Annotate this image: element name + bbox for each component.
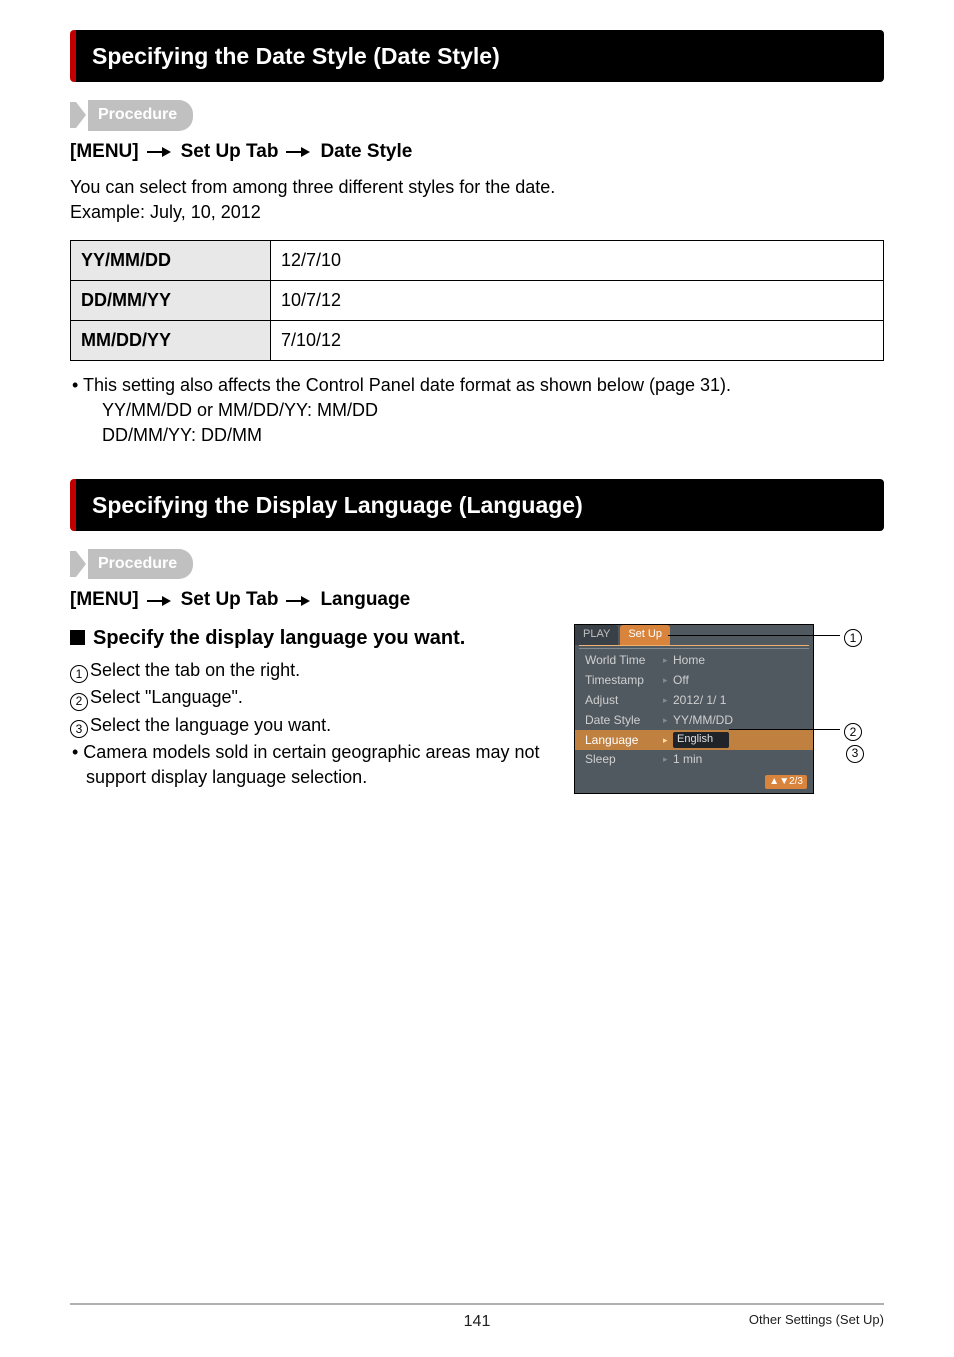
table-row: YY/MM/DD 12/7/10 <box>71 240 884 280</box>
table-value: 10/7/12 <box>271 280 884 320</box>
page-footer: 141 Other Settings (Set Up) <box>70 1303 884 1329</box>
arrow-icon <box>286 146 312 158</box>
menu-footer: ▲▼2/3 <box>575 772 813 793</box>
table-row: DD/MM/YY 10/7/12 <box>71 280 884 320</box>
square-bullet-icon <box>70 630 85 645</box>
menu-row-worldtime: World Time▸Home <box>575 651 813 671</box>
breadcrumb-setup: Set Up Tab <box>181 139 279 166</box>
breadcrumb-language: [MENU] Set Up Tab Language <box>70 587 884 614</box>
intro-para: You can select from among three differen… <box>70 175 884 225</box>
table-format: MM/DD/YY <box>71 320 271 360</box>
menu-row-sleep: Sleep▸1 min <box>575 750 813 770</box>
procedure-label-2: Procedure <box>70 549 884 579</box>
breadcrumb-date-style: [MENU] Set Up Tab Date Style <box>70 139 884 166</box>
callout-line-2 <box>729 729 840 730</box>
breadcrumb-language-leaf: Language <box>320 587 410 614</box>
menu-row-datestyle: Date Style▸YY/MM/DD <box>575 710 813 730</box>
callout-1: 1 <box>844 626 864 647</box>
section-title-date-style: Specifying the Date Style (Date Style) <box>70 30 884 82</box>
breadcrumb-menu: [MENU] <box>70 139 139 166</box>
breadcrumb-menu: [MENU] <box>70 587 139 614</box>
breadcrumb-datestyle: Date Style <box>320 139 412 166</box>
circled-1-icon: 1 <box>70 665 88 683</box>
note-language: • Camera models sold in certain geograph… <box>70 740 554 790</box>
step-1: 1Select the tab on the right. <box>70 658 554 683</box>
menu-row-adjust: Adjust▸2012/ 1/ 1 <box>575 690 813 710</box>
menu-row-timestamp: Timestamp▸Off <box>575 671 813 691</box>
breadcrumb-setup: Set Up Tab <box>181 587 279 614</box>
arrow-icon <box>286 595 312 607</box>
date-format-table: YY/MM/DD 12/7/10 DD/MM/YY 10/7/12 MM/DD/… <box>70 240 884 362</box>
menu-screenshot-container: PLAY Set Up World Time▸Home Timestamp▸Of… <box>574 624 884 794</box>
note-date-style: • This setting also affects the Control … <box>70 373 884 449</box>
circled-3-icon: 3 <box>70 720 88 738</box>
procedure-label-1: Procedure <box>70 100 884 130</box>
circled-2-icon: 2 <box>70 693 88 711</box>
callout-2-3: 23 <box>844 720 884 763</box>
section-title-language: Specifying the Display Language (Languag… <box>70 479 884 531</box>
table-value: 7/10/12 <box>271 320 884 360</box>
page-number: 141 <box>464 1311 491 1333</box>
callout-line-1 <box>668 635 840 636</box>
tab-setup: Set Up <box>620 625 670 644</box>
menu-screenshot: PLAY Set Up World Time▸Home Timestamp▸Of… <box>574 624 814 794</box>
arrow-icon <box>147 146 173 158</box>
step-2: 2Select "Language". <box>70 685 554 710</box>
arrow-icon <box>147 595 173 607</box>
footer-section-name: Other Settings (Set Up) <box>749 1311 884 1329</box>
table-format: DD/MM/YY <box>71 280 271 320</box>
menu-row-language: Language▸English <box>575 730 813 750</box>
subheading-specify-language: Specify the display language you want. <box>70 624 554 652</box>
table-format: YY/MM/DD <box>71 240 271 280</box>
table-value: 12/7/10 <box>271 240 884 280</box>
tab-play: PLAY <box>575 625 618 644</box>
table-row: MM/DD/YY 7/10/12 <box>71 320 884 360</box>
step-3: 3Select the language you want. <box>70 713 554 738</box>
